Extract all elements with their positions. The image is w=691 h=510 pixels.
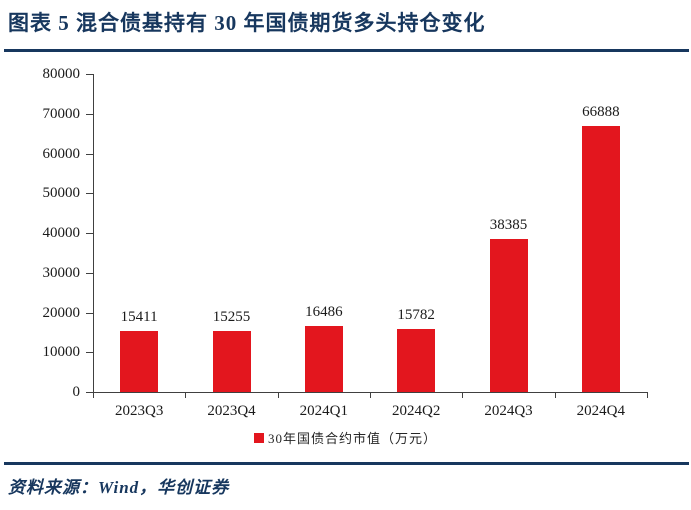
y-axis-tick <box>86 193 93 195</box>
x-axis-tick <box>185 392 187 398</box>
y-axis-tick-label: 0 <box>72 384 81 400</box>
bar-value-label: 15255 <box>212 309 251 326</box>
x-axis-category-label: 2023Q3 <box>114 403 164 419</box>
x-axis-tick <box>554 392 556 398</box>
y-axis-tick <box>86 312 93 314</box>
y-axis-tick <box>86 233 93 234</box>
figure-title: 图表 5 混合债基持有 30 年国债期货多头持仓变化 <box>8 11 486 35</box>
bar <box>489 239 528 392</box>
chart-legend: 30年国债合约市值（万元） <box>0 428 691 447</box>
bar-chart: 30年国债合约市值（万元） 0 10000 20000 30000 40000 50000… <box>0 58 691 458</box>
y-axis-tick <box>86 352 93 354</box>
footer-divider <box>4 462 689 465</box>
bar <box>120 330 159 392</box>
x-axis-tick <box>370 392 371 398</box>
x-axis-tick <box>647 392 648 398</box>
y-axis-tick-label: 20000 <box>42 304 81 321</box>
y-axis-tick <box>86 153 93 155</box>
bar-value-label: 16486 <box>305 304 343 321</box>
x-axis-category-label: 2024Q2 <box>391 403 441 419</box>
x-axis-tick <box>462 392 464 398</box>
y-axis-tick-label: 70000 <box>42 105 81 122</box>
y-axis-tick-label: 30000 <box>42 264 81 281</box>
bar <box>212 331 251 392</box>
y-axis-tick-label: 40000 <box>42 225 81 241</box>
x-axis-category-label: 2023Q4 <box>207 403 256 419</box>
x-axis-category-label: 2024Q3 <box>484 403 533 419</box>
y-axis-tick-label: 10000 <box>42 344 81 361</box>
y-axis-line <box>93 74 94 392</box>
x-axis-category-label: 2024Q1 <box>299 403 348 419</box>
y-axis-tick <box>86 113 93 115</box>
bar <box>397 329 436 392</box>
x-axis-tick <box>93 392 94 398</box>
bar <box>581 126 620 392</box>
legend-label: 30年国债合约市值（万元） <box>267 431 437 446</box>
bar-value-label: 38385 <box>489 217 528 234</box>
x-axis-tick <box>277 392 279 398</box>
bar-value-label: 66888 <box>582 104 620 121</box>
bar-value-label: 15411 <box>120 308 158 325</box>
y-axis-tick <box>86 272 93 274</box>
title-divider <box>4 49 689 52</box>
source-note: 资料来源：Wind，华创证券 <box>8 478 230 497</box>
legend-marker-icon <box>253 432 264 443</box>
x-axis-category-label: 2024Q4 <box>576 403 625 419</box>
y-axis-tick-label: 80000 <box>42 66 81 82</box>
y-axis-tick-label: 60000 <box>42 145 81 162</box>
y-axis-tick-label: 50000 <box>42 185 81 202</box>
bar-value-label: 15782 <box>397 307 435 324</box>
bar <box>304 326 343 392</box>
y-axis-tick <box>86 74 93 75</box>
y-axis-tick <box>86 392 93 393</box>
